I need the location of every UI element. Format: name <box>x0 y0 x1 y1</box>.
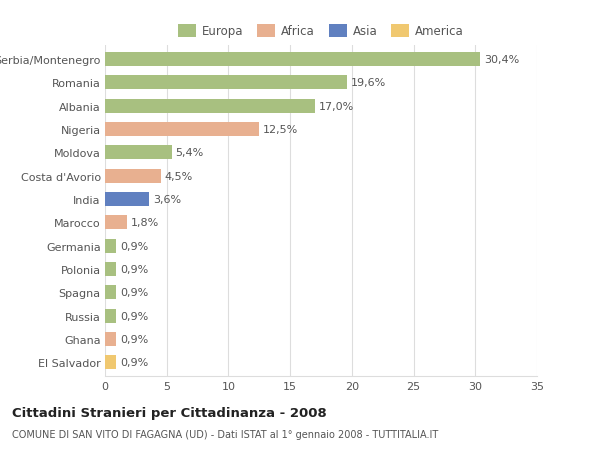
Bar <box>105 355 116 369</box>
Text: 0,9%: 0,9% <box>120 311 148 321</box>
Bar <box>105 100 315 113</box>
Text: 0,9%: 0,9% <box>120 241 148 251</box>
Bar <box>105 263 116 276</box>
Bar <box>105 216 127 230</box>
Bar <box>105 53 480 67</box>
Bar <box>105 309 116 323</box>
Bar <box>105 285 116 300</box>
Text: 17,0%: 17,0% <box>319 101 354 112</box>
Text: 12,5%: 12,5% <box>263 125 298 134</box>
Text: COMUNE DI SAN VITO DI FAGAGNA (UD) - Dati ISTAT al 1° gennaio 2008 - TUTTITALIA.: COMUNE DI SAN VITO DI FAGAGNA (UD) - Dat… <box>12 429 438 439</box>
Bar <box>105 192 149 207</box>
Bar <box>105 169 161 183</box>
Bar <box>105 123 259 137</box>
Bar <box>105 146 172 160</box>
Text: 1,8%: 1,8% <box>131 218 159 228</box>
Text: 30,4%: 30,4% <box>484 55 519 65</box>
Bar <box>105 332 116 346</box>
Bar <box>105 239 116 253</box>
Text: 0,9%: 0,9% <box>120 264 148 274</box>
Text: 0,9%: 0,9% <box>120 334 148 344</box>
Text: Cittadini Stranieri per Cittadinanza - 2008: Cittadini Stranieri per Cittadinanza - 2… <box>12 406 327 419</box>
Text: 0,9%: 0,9% <box>120 288 148 297</box>
Legend: Europa, Africa, Asia, America: Europa, Africa, Asia, America <box>178 25 464 39</box>
Text: 0,9%: 0,9% <box>120 358 148 367</box>
Text: 3,6%: 3,6% <box>153 195 181 205</box>
Text: 19,6%: 19,6% <box>350 78 386 88</box>
Text: 5,4%: 5,4% <box>175 148 203 158</box>
Text: 4,5%: 4,5% <box>164 171 193 181</box>
Bar <box>105 76 347 90</box>
